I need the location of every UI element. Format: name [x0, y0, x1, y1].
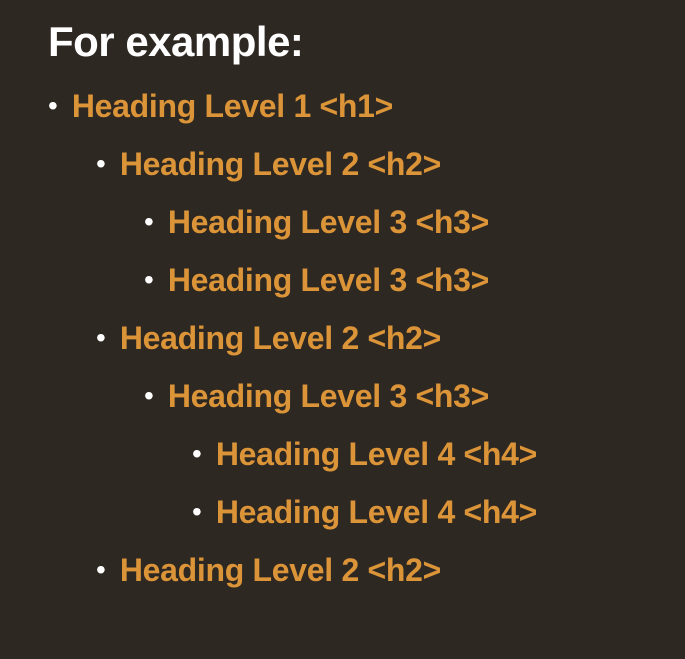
list-item: • Heading Level 1 <h1> • Heading Level 2 <h…: [48, 90, 637, 586]
list-row: • Heading Level 2 <h2>: [96, 148, 637, 180]
list-item: • Heading Level 2 <h2>: [96, 554, 637, 586]
list-row: • Heading Level 3 <h3>: [144, 206, 637, 238]
heading-label: Heading Level 2 <h2>: [120, 554, 441, 586]
bullet-icon: •: [144, 266, 154, 294]
list-row: • Heading Level 3 <h3>: [144, 380, 637, 412]
heading-label: Heading Level 3 <h3>: [168, 206, 489, 238]
heading-label: Heading Level 3 <h3>: [168, 380, 489, 412]
heading-label: Heading Level 3 <h3>: [168, 264, 489, 296]
page-title: For example:: [48, 18, 637, 66]
bullet-icon: •: [144, 382, 154, 410]
bullet-icon: •: [48, 92, 58, 120]
bullet-icon: •: [96, 150, 106, 178]
list-item: • Heading Level 4 <h4>: [192, 438, 637, 470]
bullet-icon: •: [96, 324, 106, 352]
heading-tree: • Heading Level 1 <h1> • Heading Level 2 <h…: [48, 90, 637, 586]
sublist: • Heading Level 2 <h2> • Heading Level 3 <h…: [48, 148, 637, 586]
bullet-icon: •: [144, 208, 154, 236]
list-item: • Heading Level 2 <h2> • Heading Level 3 <h…: [96, 148, 637, 296]
list-item: • Heading Level 3 <h3> • Heading Level 4 <h…: [144, 380, 637, 528]
heading-label: Heading Level 1 <h1>: [72, 90, 393, 122]
bullet-icon: •: [192, 440, 202, 468]
list-row: • Heading Level 1 <h1>: [48, 90, 637, 122]
list-row: • Heading Level 4 <h4>: [192, 438, 637, 470]
heading-label: Heading Level 4 <h4>: [216, 438, 537, 470]
list-item: • Heading Level 3 <h3>: [144, 206, 637, 238]
bullet-icon: •: [192, 498, 202, 526]
list-item: • Heading Level 2 <h2> • Heading Level 3 <h…: [96, 322, 637, 528]
sublist: • Heading Level 3 <h3> • Heading Level 4 <h…: [96, 380, 637, 528]
list-row: • Heading Level 2 <h2>: [96, 554, 637, 586]
heading-label: Heading Level 4 <h4>: [216, 496, 537, 528]
list-row: • Heading Level 3 <h3>: [144, 264, 637, 296]
sublist: • Heading Level 3 <h3> • Heading Level 3 <h…: [96, 206, 637, 296]
list-row: • Heading Level 2 <h2>: [96, 322, 637, 354]
bullet-icon: •: [96, 556, 106, 584]
list-row: • Heading Level 4 <h4>: [192, 496, 637, 528]
example-page: For example: • Heading Level 1 <h1> • Headi…: [0, 0, 685, 586]
list-item: • Heading Level 3 <h3>: [144, 264, 637, 296]
heading-label: Heading Level 2 <h2>: [120, 148, 441, 180]
list-item: • Heading Level 4 <h4>: [192, 496, 637, 528]
sublist: • Heading Level 4 <h4> • Heading Level 4 <h…: [144, 438, 637, 528]
heading-label: Heading Level 2 <h2>: [120, 322, 441, 354]
